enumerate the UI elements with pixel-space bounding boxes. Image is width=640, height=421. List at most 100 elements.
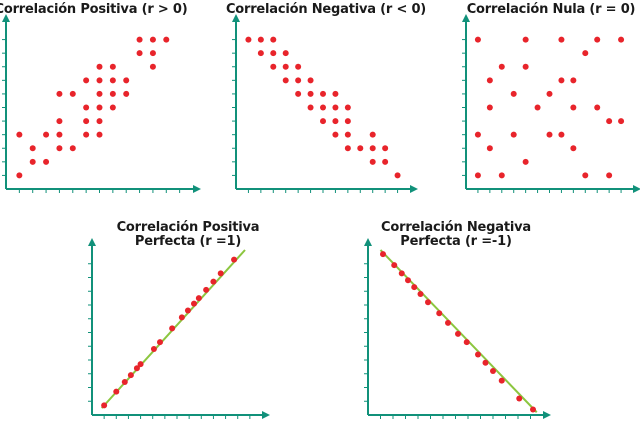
data-point	[133, 365, 140, 372]
data-point	[405, 277, 411, 284]
data-point	[558, 36, 565, 43]
data-point	[570, 104, 577, 111]
data-point	[436, 310, 443, 317]
data-point	[357, 145, 364, 152]
data-point	[83, 131, 90, 138]
data-point	[417, 291, 424, 297]
data-point	[150, 346, 157, 352]
chart-title-4-line-2: Perfecta (r =1)	[135, 234, 241, 249]
chart-title-4-line-1: Correlación Positiva	[117, 220, 260, 235]
data-point	[606, 172, 613, 179]
data-point	[380, 251, 386, 258]
data-point	[570, 77, 577, 84]
data-point	[411, 284, 418, 291]
data-point	[203, 286, 210, 293]
data-point	[382, 158, 389, 165]
y-axis-arrow-icon	[462, 14, 470, 22]
data-point	[231, 256, 238, 263]
data-point	[123, 90, 130, 97]
data-point	[522, 63, 529, 70]
data-point	[83, 104, 90, 111]
data-point	[332, 131, 339, 138]
data-point	[127, 372, 134, 379]
x-axis-arrow-icon	[633, 185, 640, 193]
data-point	[109, 104, 116, 111]
data-point	[163, 36, 170, 43]
data-point	[136, 36, 143, 43]
data-point	[257, 50, 264, 57]
data-point	[43, 131, 50, 138]
data-point	[16, 131, 23, 138]
data-point	[307, 104, 314, 111]
data-point	[455, 330, 461, 337]
data-point	[149, 36, 156, 43]
data-point	[490, 368, 496, 374]
data-point	[344, 104, 351, 111]
chart-panel-2: Correlación Negativa (r < 0)	[226, 2, 426, 193]
data-point	[332, 118, 339, 125]
data-point	[109, 63, 116, 70]
chart-title-5-line-1: Correlación Negativa	[381, 220, 531, 235]
data-point	[510, 131, 517, 138]
data-point	[295, 77, 302, 84]
data-point	[96, 63, 103, 70]
chart-title-1-line-1: Correlación Positiva (r > 0)	[0, 2, 188, 17]
data-point	[295, 63, 302, 70]
data-point	[137, 361, 144, 368]
data-point	[257, 36, 264, 43]
data-point	[486, 104, 493, 111]
data-point	[169, 325, 176, 332]
data-point	[270, 63, 277, 70]
x-axis-arrow-icon	[543, 411, 551, 419]
data-point	[295, 90, 302, 97]
data-point	[463, 339, 470, 346]
data-point	[558, 131, 565, 138]
data-point	[394, 172, 401, 179]
data-point	[482, 359, 489, 366]
data-point	[369, 131, 376, 138]
data-point	[96, 118, 103, 125]
data-point	[445, 319, 451, 326]
y-axis-arrow-icon	[364, 238, 372, 246]
data-point	[558, 77, 565, 84]
data-point	[546, 90, 553, 97]
y-axis-arrow-icon	[2, 14, 10, 22]
data-point	[534, 104, 541, 111]
data-point	[332, 90, 339, 97]
data-point	[96, 77, 103, 84]
data-point	[121, 379, 128, 385]
chart-panel-3: Correlación Nula (r = 0)	[462, 2, 640, 193]
data-point	[210, 278, 217, 285]
data-point	[582, 172, 589, 179]
chart-panel-1: Correlación Positiva (r > 0)	[0, 2, 201, 193]
data-point	[474, 172, 481, 179]
x-axis-arrow-icon	[193, 185, 201, 193]
data-point	[184, 307, 191, 314]
data-point	[56, 90, 63, 97]
data-point	[123, 77, 130, 84]
data-point	[498, 377, 505, 384]
data-point	[320, 118, 326, 125]
data-point	[606, 118, 613, 125]
data-point	[307, 77, 314, 84]
data-point	[344, 131, 351, 138]
data-point	[344, 118, 351, 125]
chart-title-2-line-1: Correlación Negativa (r < 0)	[226, 2, 426, 17]
data-point	[157, 339, 163, 346]
data-point	[149, 63, 156, 70]
data-point	[320, 90, 326, 97]
data-point	[332, 104, 339, 111]
data-point	[178, 314, 185, 321]
data-point	[486, 77, 493, 84]
data-point	[43, 158, 50, 165]
data-point	[109, 90, 116, 97]
data-point	[149, 50, 156, 57]
y-axis-arrow-icon	[88, 238, 96, 246]
data-point	[270, 50, 277, 57]
data-point	[369, 158, 376, 165]
y-axis-arrow-icon	[232, 14, 240, 22]
data-point	[320, 104, 326, 111]
chart-title-3-line-1: Correlación Nula (r = 0)	[467, 2, 636, 17]
